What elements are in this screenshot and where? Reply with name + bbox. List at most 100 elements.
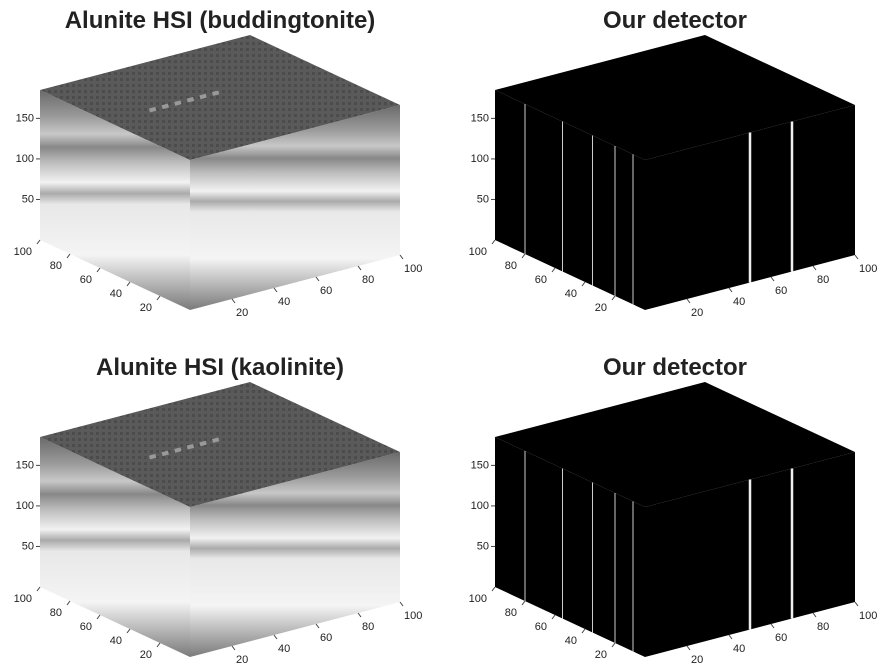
x-tick: [273, 634, 278, 640]
y-tick-label: 80: [505, 607, 517, 619]
y-tick-label: 40: [110, 288, 122, 300]
z-tick-label: 150: [16, 112, 34, 124]
panel: Our detector 50 100 150 20 40 60 80 100 20 40 60 80 1…: [469, 7, 878, 319]
top-stripe: [186, 97, 195, 103]
top-stripe: [199, 93, 207, 100]
x-tick-label: 60: [320, 285, 332, 297]
x-tick: [812, 265, 817, 271]
z-tick-label: 100: [471, 500, 489, 512]
y-tick-label: 40: [565, 635, 577, 647]
top-stripe: [148, 106, 157, 113]
y-tick-label: 20: [595, 302, 607, 314]
x-tick: [728, 287, 733, 293]
cube-top-face: [40, 35, 400, 160]
y-tick: [581, 281, 586, 287]
top-stripe: [148, 453, 157, 460]
y-tick-label: 60: [535, 621, 547, 633]
cube-top-face: [495, 35, 855, 160]
y-tick-label: 80: [505, 260, 517, 272]
x-tick: [854, 601, 859, 607]
x-tick-label: 80: [817, 621, 829, 633]
x-tick-label: 100: [859, 610, 877, 622]
top-stripe: [211, 90, 220, 96]
z-tick-label: 100: [16, 500, 34, 512]
x-tick: [686, 645, 691, 651]
x-tick: [273, 287, 278, 293]
y-tick: [581, 628, 586, 634]
x-tick: [231, 645, 236, 651]
y-tick-label: 100: [469, 246, 487, 258]
y-tick: [521, 600, 526, 606]
x-tick-label: 40: [278, 643, 290, 655]
y-tick: [66, 600, 71, 606]
y-tick-label: 40: [565, 288, 577, 300]
x-tick-label: 80: [362, 621, 374, 633]
x-tick: [399, 601, 404, 607]
y-tick-label: 60: [80, 621, 92, 633]
x-tick: [315, 276, 320, 282]
y-tick: [551, 267, 556, 273]
z-tick-label: 100: [16, 153, 34, 165]
y-tick: [96, 267, 101, 273]
panel-title: Our detector: [603, 7, 747, 34]
y-tick: [521, 253, 526, 259]
top-stripe: [186, 444, 195, 450]
y-tick: [491, 239, 496, 245]
x-tick: [812, 612, 817, 618]
x-tick: [770, 276, 775, 282]
y-tick-label: 60: [535, 274, 547, 286]
y-tick: [126, 281, 131, 287]
y-tick-label: 20: [140, 302, 152, 314]
x-tick: [770, 623, 775, 629]
x-tick: [686, 298, 691, 304]
panel-title: Alunite HSI (kaolinite): [96, 354, 344, 381]
y-tick-label: 100: [14, 246, 32, 258]
cube-top-face: [495, 382, 855, 507]
y-tick-label: 80: [50, 260, 62, 272]
panel: Our detector 50 100 150 20 40 60 80 100 20 40 60 80 1…: [469, 354, 878, 663]
y-tick: [126, 628, 131, 634]
cube-top-face: [40, 382, 400, 507]
x-tick-label: 60: [775, 285, 787, 297]
y-tick-label: 20: [595, 649, 607, 661]
z-tick-label: 50: [22, 193, 34, 205]
x-tick-label: 20: [236, 307, 248, 319]
y-tick-label: 60: [80, 274, 92, 286]
x-tick-label: 40: [733, 643, 745, 655]
y-tick-label: 80: [50, 607, 62, 619]
x-tick-label: 40: [278, 296, 290, 308]
x-tick-label: 40: [733, 296, 745, 308]
x-tick: [315, 623, 320, 629]
x-tick: [357, 612, 362, 618]
z-tick-label: 50: [22, 540, 34, 552]
panel-title: Our detector: [603, 354, 747, 381]
top-stripe: [161, 450, 169, 457]
x-tick-label: 60: [775, 632, 787, 644]
panel: Alunite HSI (buddingtonite) 50 100 150 20 40 6…: [14, 7, 423, 319]
x-tick: [728, 634, 733, 640]
y-tick: [156, 642, 161, 648]
z-tick-label: 150: [471, 459, 489, 471]
top-stripe: [174, 447, 182, 453]
x-tick-label: 100: [404, 263, 422, 275]
y-tick: [551, 614, 556, 620]
x-tick-label: 80: [362, 274, 374, 286]
x-tick-label: 20: [236, 654, 248, 663]
x-tick: [357, 265, 362, 271]
y-tick: [156, 295, 161, 301]
x-tick: [399, 254, 404, 260]
z-tick-label: 150: [16, 459, 34, 471]
z-tick-label: 50: [477, 540, 489, 552]
panel: Alunite HSI (kaolinite) 50 100 150 20 40 60 80 1…: [14, 354, 423, 663]
cube-right-face: [190, 452, 400, 657]
y-tick: [611, 295, 616, 301]
y-tick: [36, 586, 41, 592]
top-stripe: [161, 103, 169, 110]
z-tick-label: 50: [477, 193, 489, 205]
x-tick-label: 80: [817, 274, 829, 286]
x-tick-label: 20: [691, 654, 703, 663]
cube-left-face: [40, 90, 190, 310]
x-tick-label: 20: [691, 307, 703, 319]
y-tick-label: 20: [140, 649, 152, 661]
